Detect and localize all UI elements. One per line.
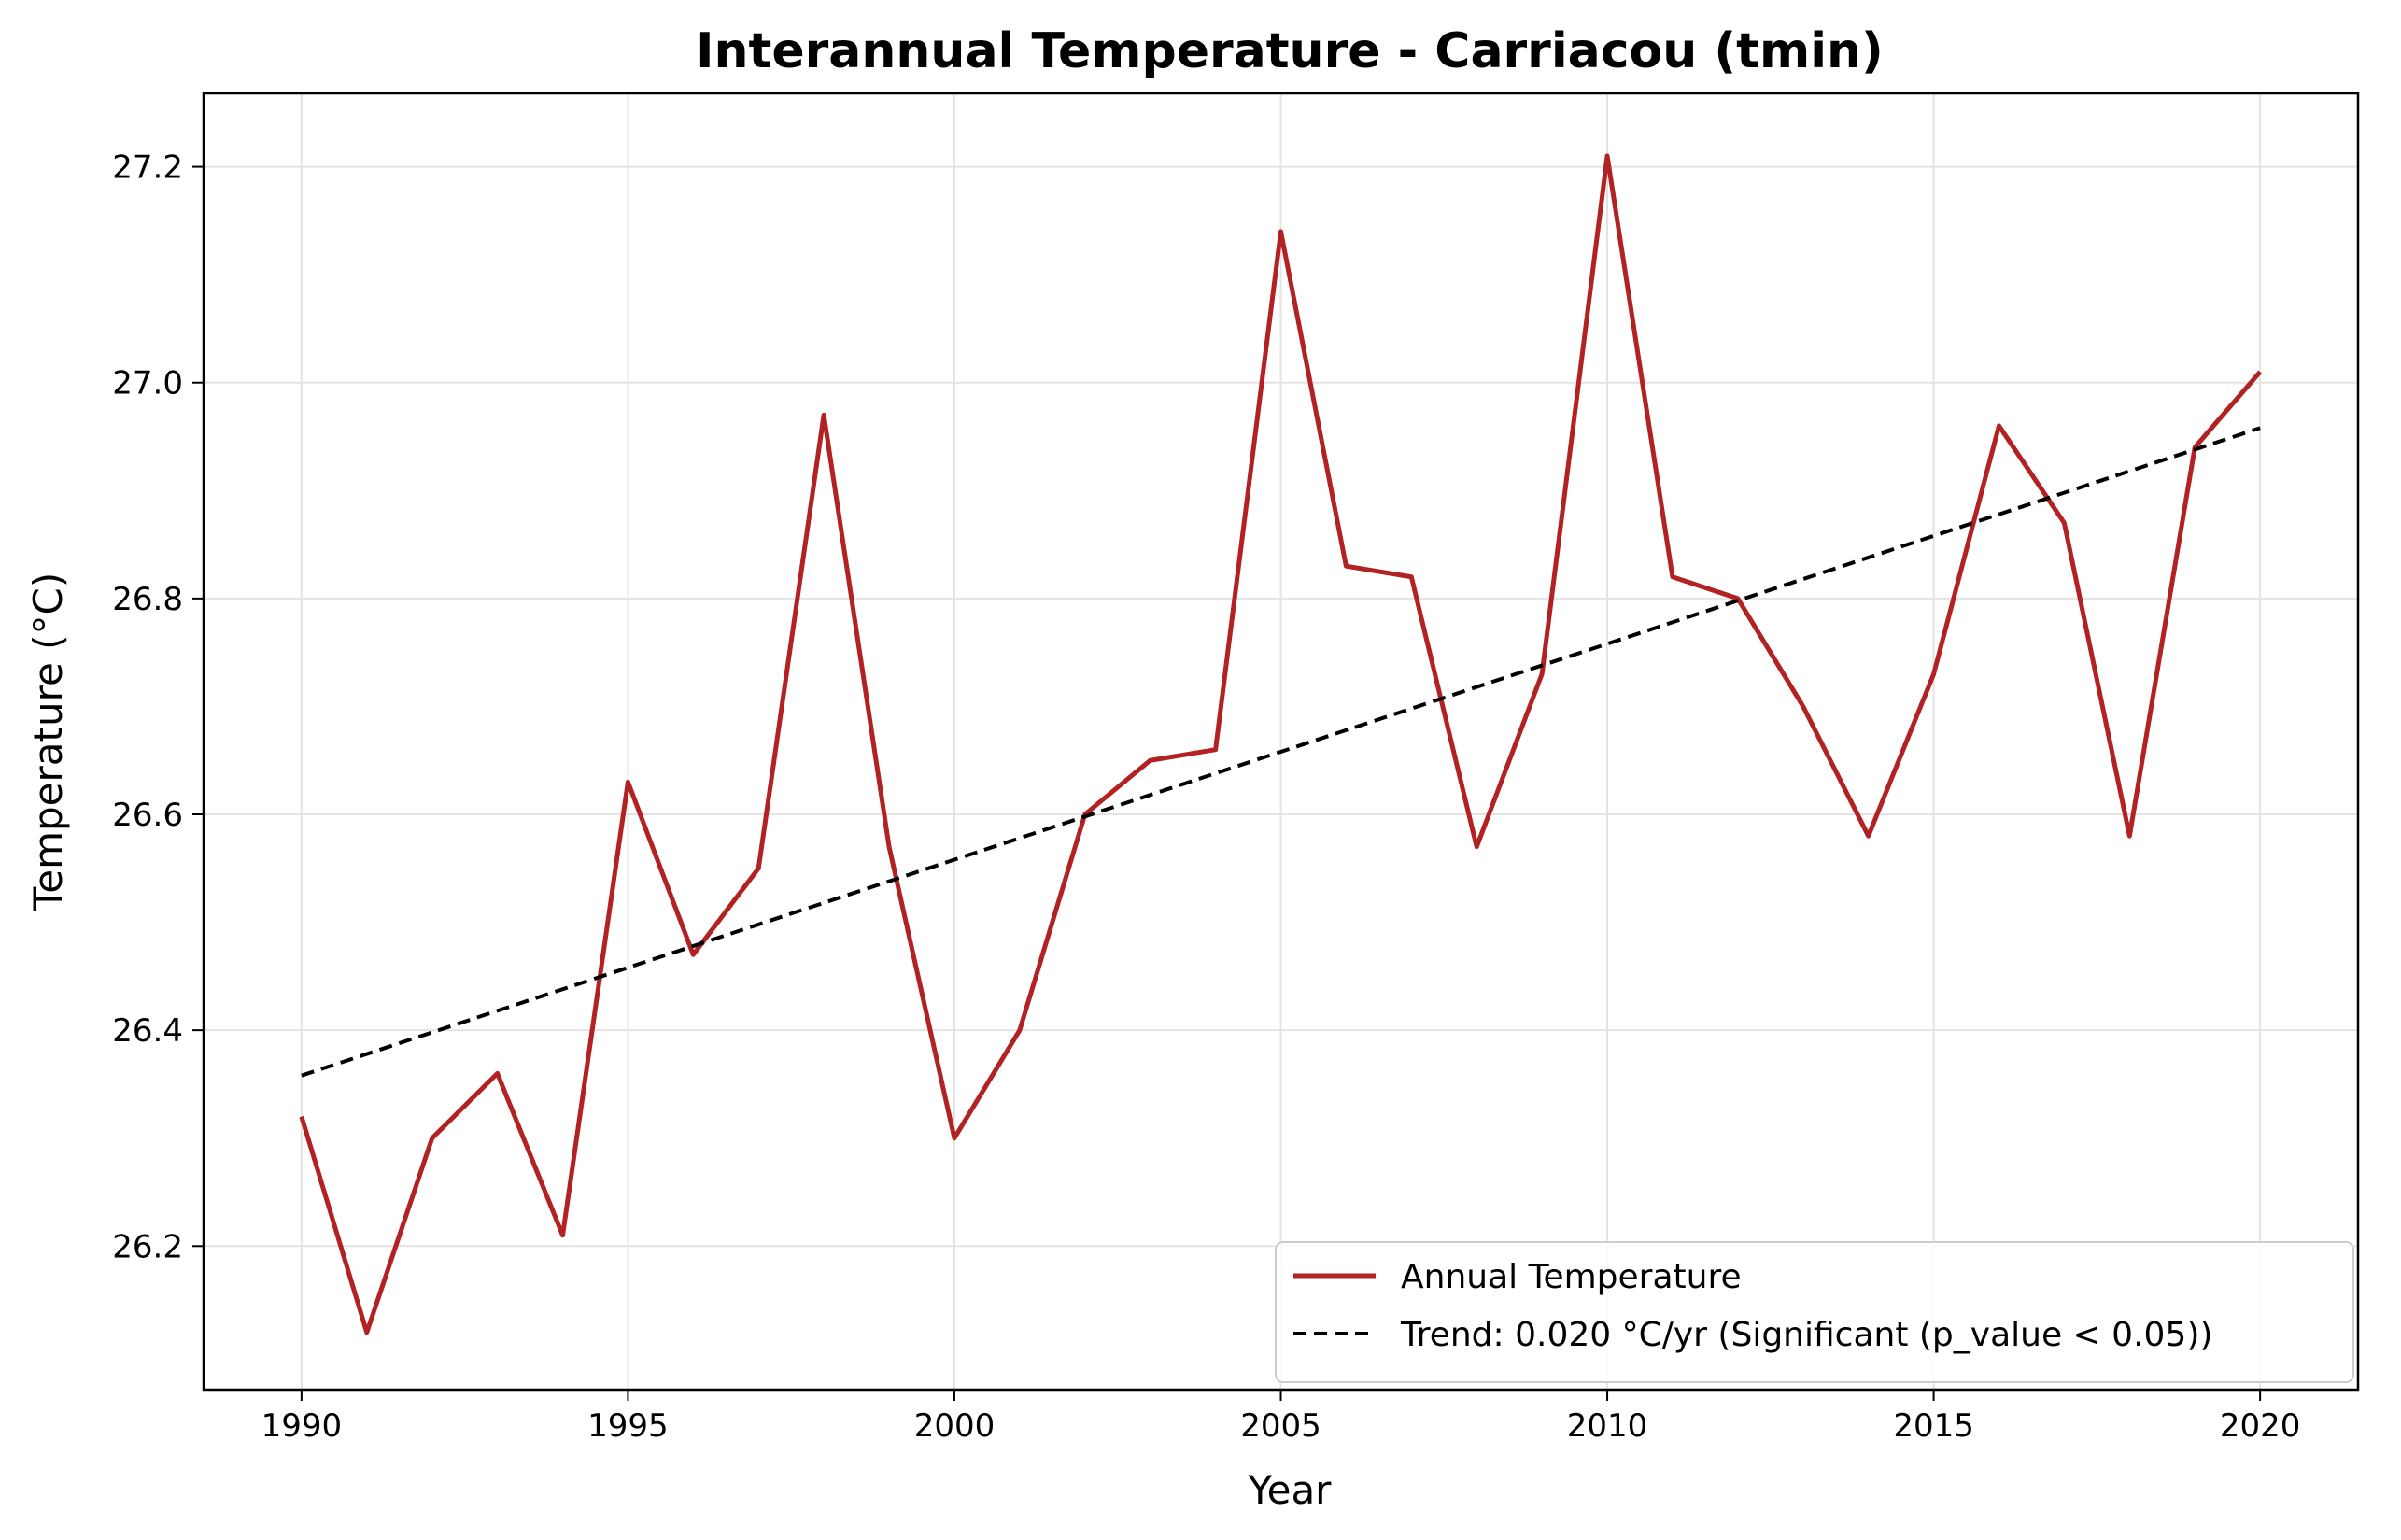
x-tick-label: 2010 [1567, 1407, 1648, 1445]
chart-title: Interannual Temperature - Carriacou (tmi… [696, 23, 1884, 79]
x-tick-label: 1995 [587, 1407, 669, 1445]
x-tick-label: 2005 [1240, 1407, 1321, 1445]
y-tick-label: 26.2 [112, 1228, 183, 1265]
legend: Annual Temperature Trend: 0.020 °C/yr (S… [1275, 1241, 2354, 1383]
y-tick-label: 26.6 [112, 797, 183, 834]
x-tick-label: 2000 [914, 1407, 996, 1445]
series-layer [299, 153, 2263, 1335]
y-axis-label: Temperature (°C) [25, 572, 71, 912]
y-tick-label: 27.0 [112, 365, 183, 403]
y-tick-label: 26.4 [112, 1012, 183, 1050]
grid [204, 93, 2358, 1390]
x-tick-label: 2020 [2220, 1407, 2301, 1445]
x-tick-label: 1990 [261, 1407, 343, 1445]
legend-box [1275, 1241, 2354, 1383]
legend-label-trend: Trend: 0.020 °C/yr (Significant (p_value… [1400, 1316, 2212, 1354]
y-tick-label: 26.8 [112, 581, 183, 618]
annual-temperature-line [299, 153, 2263, 1335]
trend-line [301, 426, 2261, 1078]
y-tick-label: 27.2 [112, 149, 183, 187]
legend-label-annual: Annual Temperature [1401, 1258, 1742, 1296]
x-axis-label: Year [1248, 1467, 1333, 1513]
ticks: 1990 1995 2000 2005 2010 2015 2020 26.2 26.4 26.6… [112, 149, 2300, 1445]
x-tick-label: 2015 [1893, 1407, 1974, 1445]
